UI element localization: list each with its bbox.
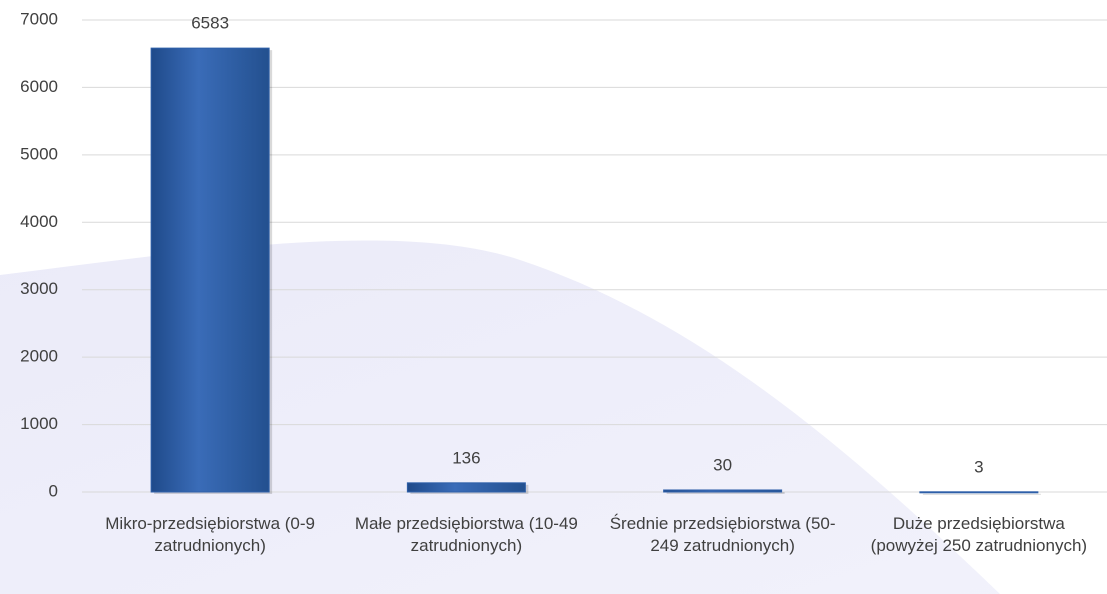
y-tick-label: 6000 [20,77,58,96]
x-tick-label: Średnie przedsiębiorstwa (50-249 zatrudn… [609,514,836,555]
x-tick-label: Małe przedsiębiorstwa (10-49 zatrudniony… [354,514,578,555]
bar-shadow [922,493,1041,495]
bar [663,489,783,493]
x-tick-label: Duże przedsiębiorstwa (powyżej 250 zatru… [870,514,1088,555]
data-label: 3 [974,457,983,476]
data-label: 136 [452,448,480,467]
y-tick-label: 0 [49,481,58,500]
data-label: 30 [713,455,732,474]
y-tick-label: 7000 [20,9,58,28]
bar [919,491,1039,494]
bar [406,482,526,493]
y-tick-label: 3000 [20,279,58,298]
data-label: 6583 [191,14,229,33]
x-tick-label: Mikro-przedsiębiorstwa (0-9 zatrudnionyc… [105,514,315,555]
bar-shadow [666,491,785,494]
y-tick-label: 4000 [20,212,58,231]
y-tick-label: 1000 [20,414,58,433]
bar [150,47,270,493]
y-tick-label: 2000 [20,347,58,366]
y-tick-label: 5000 [20,144,58,163]
